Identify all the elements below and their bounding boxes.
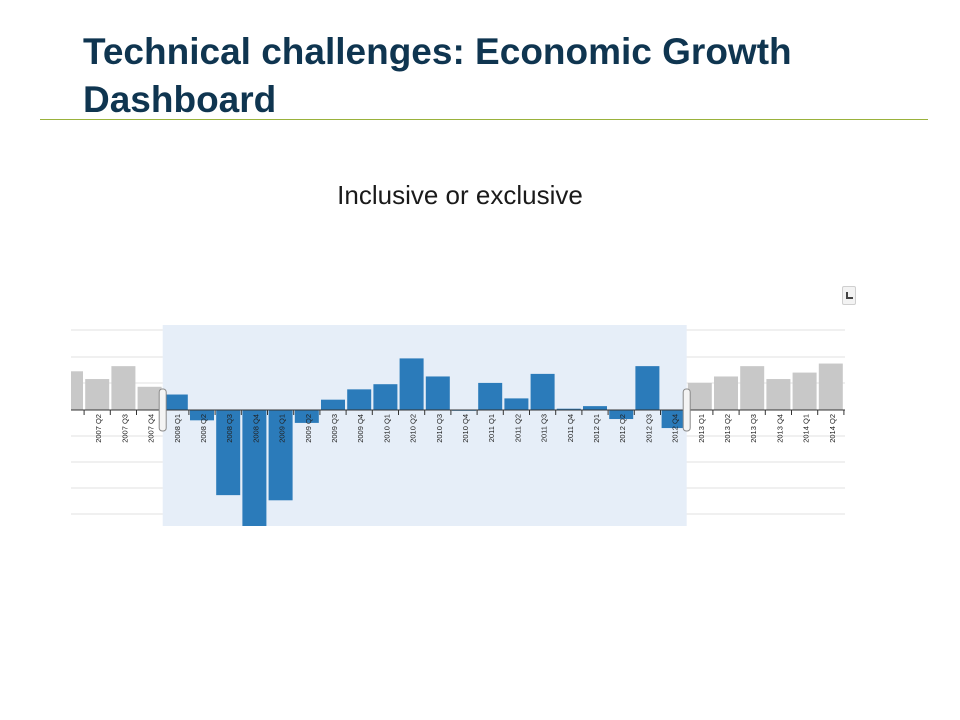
- bar-2012-q2[interactable]: [609, 410, 634, 420]
- x-tick-label: 2007 Q4: [147, 414, 156, 443]
- x-tick-label: 2013 Q1: [697, 414, 706, 443]
- bar-2013-q2[interactable]: [714, 376, 738, 410]
- bar-2009-q4[interactable]: [347, 389, 372, 410]
- bar-2007-q3[interactable]: [111, 366, 136, 410]
- bar-2012-q4[interactable]: [661, 410, 686, 429]
- bar-2008-q2[interactable]: [190, 410, 214, 421]
- bar-2008-q3[interactable]: [216, 410, 241, 496]
- x-tick-label: 2012 Q2: [618, 414, 627, 443]
- x-tick-label: 2010 Q2: [409, 414, 418, 443]
- x-tick-label: 2009 Q1: [278, 414, 287, 443]
- bar-2011-q4[interactable]: [556, 408, 581, 410]
- x-tick-label: 2014 Q2: [828, 414, 837, 443]
- x-tick-label: 2008 Q3: [225, 414, 234, 443]
- x-tick-label: 2007 Q2: [94, 414, 103, 443]
- x-tick-label: 2011 Q3: [540, 414, 549, 442]
- bar-2008-q4[interactable]: [242, 410, 267, 526]
- bar-2009-q2[interactable]: [294, 410, 319, 423]
- x-tick-label: 2013 Q4: [775, 414, 784, 443]
- range-handle-left[interactable]: [158, 388, 167, 432]
- x-tick-label: 2012 Q3: [644, 414, 653, 443]
- bar-2011-q2[interactable]: [504, 398, 529, 410]
- x-tick-label: 2008 Q4: [251, 414, 260, 443]
- x-tick-label: 2011 Q4: [566, 414, 575, 442]
- x-tick-label: 2014 Q1: [802, 414, 811, 443]
- bar-2010-q1[interactable]: [373, 384, 398, 410]
- x-tick-label: 2009 Q3: [330, 414, 339, 443]
- x-tick-label: 2013 Q3: [749, 414, 758, 443]
- bar-2009-q1[interactable]: [268, 410, 293, 501]
- range-handles[interactable]: [158, 388, 691, 432]
- bar-2014-q2[interactable]: [818, 363, 843, 410]
- bar-2007-q4[interactable]: [137, 386, 162, 410]
- bar-2009-q3[interactable]: [321, 399, 345, 410]
- x-tick-label: 2010 Q4: [461, 414, 470, 443]
- bar-2007-q2[interactable]: [85, 379, 110, 410]
- bar-2013-q4[interactable]: [766, 379, 791, 410]
- x-tick-label: 2009 Q4: [356, 414, 365, 443]
- bar-2011-q3[interactable]: [530, 373, 555, 410]
- x-tick-label: 2013 Q2: [723, 414, 732, 443]
- x-tick-label: 2011 Q2: [513, 414, 522, 442]
- selection-range-band[interactable]: [162, 325, 687, 526]
- x-tick-label: 2007 Q3: [120, 414, 129, 443]
- bar-2012-q3[interactable]: [635, 366, 660, 410]
- bar-2007-q1[interactable]: [59, 371, 83, 410]
- bar-2008-q1[interactable]: [163, 394, 188, 410]
- x-tick-label: 2010 Q3: [435, 414, 444, 443]
- slide-title: Technical challenges: Economic Growth Da…: [83, 31, 792, 120]
- title-divider: [40, 119, 928, 120]
- bar-2011-q1[interactable]: [478, 382, 503, 410]
- bar-2012-q1[interactable]: [583, 406, 607, 410]
- x-tick-label: 2010 Q1: [382, 414, 391, 443]
- chart-bars: [59, 358, 843, 526]
- x-tick-label: 2012 Q4: [671, 414, 680, 443]
- x-axis-ticks: 2007 Q2 2007 Q3 2007 Q4 2008 Q1 2008 Q2 2008 …: [83, 410, 845, 443]
- bar-2010-q3[interactable]: [425, 376, 450, 410]
- x-tick-label: 2011 Q1: [487, 414, 496, 442]
- range-handle-right[interactable]: [682, 388, 691, 432]
- x-tick-label: 2009 Q2: [304, 414, 313, 443]
- bar-2013-q1[interactable]: [687, 382, 712, 410]
- slide-subtitle: Inclusive or exclusive: [337, 180, 583, 210]
- x-tick-label: 2008 Q2: [199, 414, 208, 443]
- export-icon[interactable]: [842, 286, 856, 305]
- bar-2014-q1[interactable]: [792, 372, 817, 410]
- x-tick-label: 2008 Q1: [173, 414, 182, 443]
- bar-2010-q2[interactable]: [399, 358, 424, 410]
- x-tick-label: 2012 Q1: [592, 414, 601, 443]
- bar-2013-q3[interactable]: [740, 366, 765, 410]
